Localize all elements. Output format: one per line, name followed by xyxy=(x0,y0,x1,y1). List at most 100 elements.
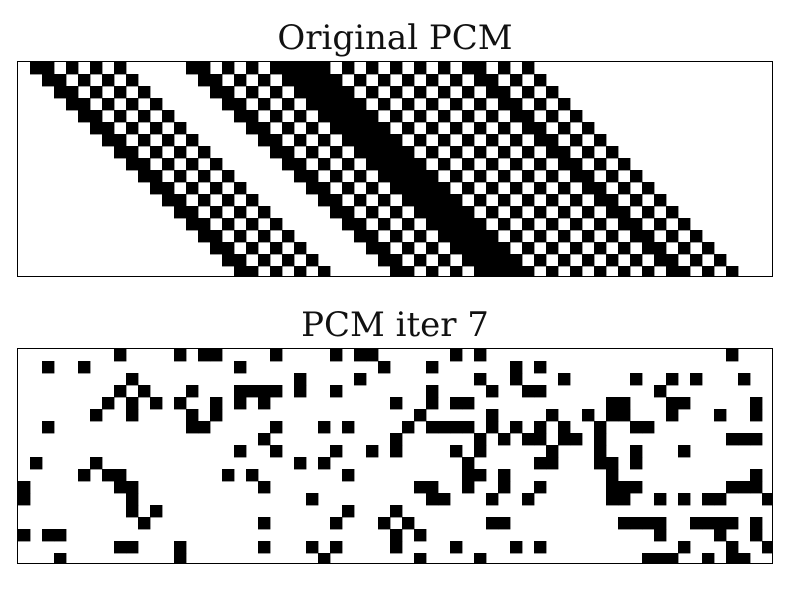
pcm-cell xyxy=(450,206,463,219)
pcm-cell xyxy=(354,230,367,243)
pcm-cell xyxy=(294,74,307,87)
pcm-cell xyxy=(534,122,547,135)
pcm-cell xyxy=(318,86,331,99)
pcm-cell xyxy=(330,170,343,183)
pcm-cell xyxy=(534,98,547,111)
pcm-cell xyxy=(642,206,655,219)
pcm-cell xyxy=(54,529,67,542)
pcm-cell xyxy=(294,373,307,386)
pcm-cell xyxy=(510,266,523,276)
pcm-cell xyxy=(306,86,319,99)
pcm-cell xyxy=(18,481,31,494)
pcm-cell xyxy=(450,194,463,207)
pcm-cell xyxy=(486,242,499,255)
pcm-cell xyxy=(126,409,139,422)
pcm-cell xyxy=(510,206,523,219)
pcm-cell xyxy=(606,409,619,422)
pcm-cell xyxy=(282,122,295,135)
pcm-cell xyxy=(522,122,535,135)
pcm-cell xyxy=(318,158,331,171)
pcm-cell xyxy=(414,553,427,563)
pcm-cell xyxy=(366,110,379,123)
pcm-cell xyxy=(282,146,295,159)
pcm-cell xyxy=(210,182,223,195)
pcm-cell xyxy=(438,110,451,123)
pcm-cell xyxy=(306,541,319,554)
pcm-cell xyxy=(366,242,379,255)
pcm-cell xyxy=(174,397,187,410)
pcm-cell xyxy=(510,361,523,374)
pcm-cell xyxy=(390,158,403,171)
pcm-cell xyxy=(666,266,679,276)
pcm-cell xyxy=(714,409,727,422)
pcm-cell xyxy=(234,230,247,243)
pcm-cell xyxy=(546,218,559,231)
pcm-cell xyxy=(414,86,427,99)
pcm-cell xyxy=(138,110,151,123)
pcm-cell xyxy=(54,86,67,99)
pcm-cell xyxy=(342,158,355,171)
pcm-cell xyxy=(126,541,139,554)
pcm-cell xyxy=(318,457,331,470)
pcm-cell xyxy=(426,194,439,207)
pcm-cell xyxy=(150,397,163,410)
pcm-cell xyxy=(294,62,307,75)
pcm-cell xyxy=(402,170,415,183)
pcm-cell xyxy=(174,122,187,135)
pcm-cell xyxy=(186,182,199,195)
pcm-cell xyxy=(462,254,475,267)
pcm-cell xyxy=(414,62,427,75)
pcm-cell xyxy=(246,122,259,135)
pcm-cell xyxy=(486,517,499,530)
pcm-cell xyxy=(522,493,535,506)
pcm-cell xyxy=(462,86,475,99)
pcm-cell xyxy=(702,242,715,255)
pcm-cell xyxy=(102,122,115,135)
pcm-cell xyxy=(174,349,187,362)
pcm-cell xyxy=(258,122,271,135)
pcm-cell xyxy=(354,170,367,183)
pcm-cell xyxy=(474,98,487,111)
pcm-cell xyxy=(246,86,259,99)
pcm-cell xyxy=(642,421,655,434)
pcm-cell xyxy=(414,194,427,207)
pcm-cell xyxy=(378,122,391,135)
pcm-cell xyxy=(510,158,523,171)
pcm-cell xyxy=(726,517,739,530)
pcm-cell xyxy=(126,146,139,159)
pcm-cell xyxy=(438,194,451,207)
pcm-cell xyxy=(558,182,571,195)
pcm-cell xyxy=(186,385,199,398)
pcm-cell xyxy=(438,206,451,219)
pcm-cell xyxy=(426,182,439,195)
pcm-cell xyxy=(474,469,487,482)
pcm-cell xyxy=(606,230,619,243)
pcm-cell xyxy=(222,254,235,267)
pcm-cell xyxy=(654,242,667,255)
pcm-cell xyxy=(150,122,163,135)
pcm-cell xyxy=(450,445,463,458)
pcm-cell xyxy=(294,110,307,123)
pcm-cell xyxy=(474,266,487,276)
pcm-cell xyxy=(222,242,235,255)
pcm-cell xyxy=(126,158,139,171)
pcm-cell xyxy=(702,517,715,530)
pcm-cell xyxy=(150,146,163,159)
pcm-cell xyxy=(594,433,607,446)
original-pcm-title: Original PCM xyxy=(277,18,513,58)
pcm-cell xyxy=(390,230,403,243)
pcm-cell xyxy=(222,469,235,482)
pcm-cell xyxy=(138,86,151,99)
pcm-cell xyxy=(558,122,571,135)
pcm-cell xyxy=(342,206,355,219)
pcm-cell xyxy=(498,481,511,494)
pcm-cell xyxy=(534,541,547,554)
pcm-cell xyxy=(390,134,403,147)
pcm-cell xyxy=(18,529,31,542)
pcm-cell xyxy=(414,230,427,243)
pcm-cell xyxy=(450,266,463,276)
pcm-cell xyxy=(486,254,499,267)
pcm-cell xyxy=(426,170,439,183)
pcm-cell xyxy=(270,445,283,458)
pcm-cell xyxy=(534,361,547,374)
